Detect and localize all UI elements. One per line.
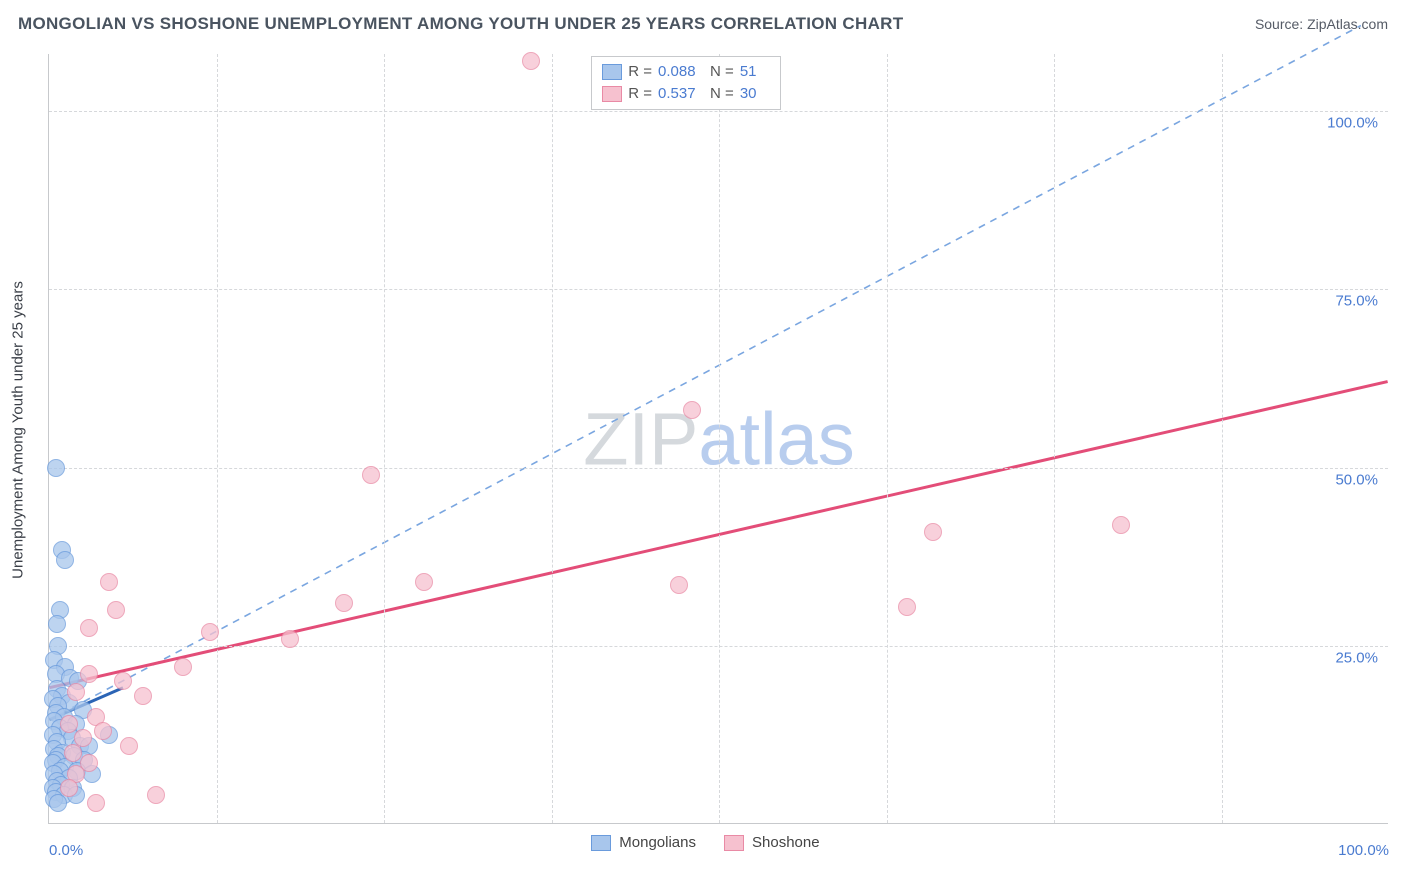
scatter-point: [415, 573, 433, 591]
scatter-point: [94, 722, 112, 740]
gridline-vertical: [384, 54, 385, 823]
legend-swatch: [724, 835, 744, 851]
legend-series-item: Shoshone: [724, 834, 820, 851]
scatter-point: [1112, 516, 1130, 534]
chart-title: MONGOLIAN VS SHOSHONE UNEMPLOYMENT AMONG…: [18, 14, 903, 34]
x-tick-label: 0.0%: [49, 842, 83, 859]
legend-n-value: 51: [740, 61, 770, 83]
scatter-point: [64, 744, 82, 762]
scatter-point: [80, 619, 98, 637]
y-axis-title: Unemployment Among Youth under 25 years: [10, 281, 27, 579]
legend-r-value: 0.537: [658, 83, 704, 105]
scatter-point: [134, 687, 152, 705]
legend-n-value: 30: [740, 83, 770, 105]
scatter-point: [107, 601, 125, 619]
gridline-vertical: [217, 54, 218, 823]
scatter-point: [80, 665, 98, 683]
y-tick-label: 100.0%: [1327, 115, 1378, 132]
legend-r-value: 0.088: [658, 61, 704, 83]
legend-swatch: [602, 86, 622, 102]
scatter-point: [60, 715, 78, 733]
scatter-point: [201, 623, 219, 641]
gridline-vertical: [719, 54, 720, 823]
scatter-point: [281, 630, 299, 648]
scatter-point: [60, 779, 78, 797]
scatter-point: [522, 52, 540, 70]
scatter-point: [67, 683, 85, 701]
scatter-point: [47, 459, 65, 477]
gridline-vertical: [552, 54, 553, 823]
scatter-point: [670, 576, 688, 594]
y-tick-label: 75.0%: [1335, 293, 1378, 310]
scatter-point: [362, 466, 380, 484]
x-tick-label: 100.0%: [1338, 842, 1389, 859]
gridline-vertical: [1054, 54, 1055, 823]
y-tick-label: 50.0%: [1335, 471, 1378, 488]
legend-swatch: [602, 64, 622, 80]
scatter-point: [87, 794, 105, 812]
scatter-point: [56, 551, 74, 569]
legend-series-name: Mongolians: [619, 834, 696, 851]
legend-series: Mongolians Shoshone: [591, 834, 819, 851]
source-label: Source: ZipAtlas.com: [1255, 16, 1388, 32]
legend-stats-row: R = 0.088 N = 51: [602, 61, 770, 83]
legend-stats-row: R = 0.537 N = 30: [602, 83, 770, 105]
legend-r-label: R =: [628, 83, 652, 105]
legend-n-label: N =: [710, 61, 734, 83]
scatter-point: [114, 672, 132, 690]
legend-n-label: N =: [710, 83, 734, 105]
legend-series-name: Shoshone: [752, 834, 820, 851]
legend-swatch: [591, 835, 611, 851]
scatter-point: [147, 786, 165, 804]
scatter-point: [48, 615, 66, 633]
legend-stats: R = 0.088 N = 51 R = 0.537 N = 30: [591, 56, 781, 110]
scatter-point: [120, 737, 138, 755]
scatter-point: [924, 523, 942, 541]
plot-area: ZIPatlas 25.0%50.0%75.0%100.0%0.0%100.0%…: [48, 54, 1388, 824]
scatter-point: [100, 573, 118, 591]
legend-r-label: R =: [628, 61, 652, 83]
scatter-point: [683, 401, 701, 419]
scatter-point: [174, 658, 192, 676]
legend-series-item: Mongolians: [591, 834, 696, 851]
trend-line: [49, 26, 1360, 720]
scatter-point: [335, 594, 353, 612]
gridline-vertical: [887, 54, 888, 823]
gridline-vertical: [1222, 54, 1223, 823]
y-tick-label: 25.0%: [1335, 649, 1378, 666]
scatter-point: [898, 598, 916, 616]
